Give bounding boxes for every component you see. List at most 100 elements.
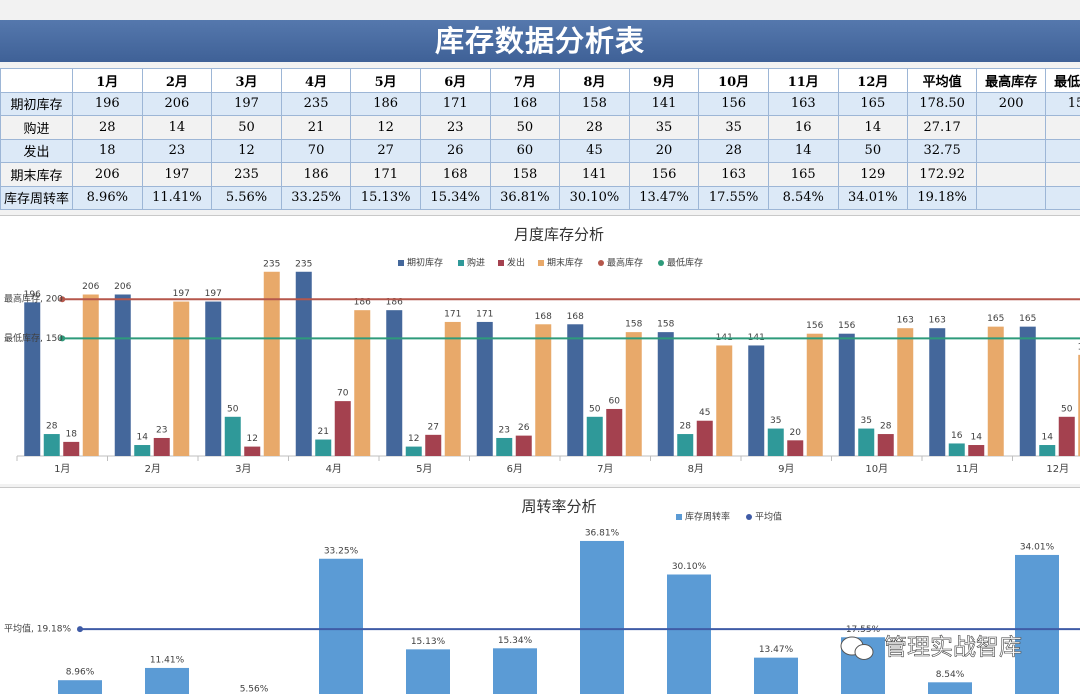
data-label: 14 xyxy=(137,433,149,443)
header-cell: 8月 xyxy=(559,68,630,93)
cell: 200 xyxy=(976,91,1047,116)
data-table: 1月2月3月4月5月6月7月8月9月10月11月12月平均值最高库存最低库存 期… xyxy=(0,68,1080,210)
cell: 196 xyxy=(72,91,143,116)
bar xyxy=(244,446,261,456)
data-label: 235 xyxy=(295,259,312,269)
table-row: 期初库存 196 206 197 235 186 171 168 158 141 156 163 165… xyxy=(0,91,1080,116)
legend-marker xyxy=(598,260,604,266)
cell xyxy=(976,162,1047,187)
corner-cell xyxy=(0,68,73,93)
data-label: 186 xyxy=(386,298,403,308)
bar xyxy=(625,332,642,456)
data-label: 129 xyxy=(1078,342,1080,352)
data-label: 12 xyxy=(408,434,419,444)
data-label: 168 xyxy=(535,312,552,322)
cell: 15.34% xyxy=(419,185,491,210)
x-tick-label: 12月 xyxy=(1046,463,1069,475)
bar xyxy=(1019,326,1036,456)
data-label: 50 xyxy=(227,404,239,414)
data-label: 50 xyxy=(1061,404,1073,414)
x-tick-label: 2月 xyxy=(145,463,161,475)
bar xyxy=(657,332,674,456)
cell xyxy=(976,115,1047,140)
wechat-icon xyxy=(854,644,874,660)
cell: 18 xyxy=(72,138,143,163)
bar xyxy=(754,657,798,694)
bar xyxy=(767,428,784,456)
data-label: 168 xyxy=(567,312,584,322)
line-point xyxy=(59,296,66,303)
data-label: 20 xyxy=(790,428,802,438)
bar xyxy=(535,324,552,456)
data-label: 50 xyxy=(589,404,601,414)
header-cell: 9月 xyxy=(628,68,700,93)
cell: 172.92 xyxy=(907,162,978,187)
bar xyxy=(153,437,170,456)
bar xyxy=(406,649,450,694)
cell xyxy=(976,138,1047,163)
data-label: 18 xyxy=(66,429,78,439)
cell: 163 xyxy=(698,162,769,187)
cell: 168 xyxy=(489,91,561,116)
data-label: 70 xyxy=(337,389,349,399)
bar xyxy=(1078,354,1080,456)
data-label: 28 xyxy=(680,422,692,432)
cell: 36.81% xyxy=(489,185,561,210)
data-label: 165 xyxy=(987,314,1004,324)
bar xyxy=(43,434,60,456)
bar xyxy=(82,294,99,456)
line-annotation: 最低库存, 150 xyxy=(4,332,63,344)
cell: 17.55% xyxy=(698,185,769,210)
cell: 14 xyxy=(837,115,909,140)
cell: 171 xyxy=(350,162,421,187)
cell: 165 xyxy=(837,91,909,116)
data-label: 35 xyxy=(770,416,781,426)
legend-marker xyxy=(746,514,752,520)
cell: 163 xyxy=(767,91,839,116)
data-label: 21 xyxy=(318,427,329,437)
header-cell: 11月 xyxy=(767,68,839,93)
cell xyxy=(1045,115,1080,140)
bar xyxy=(696,420,713,456)
cell: 16 xyxy=(767,115,839,140)
watermark-text: 管理实战智库 xyxy=(884,635,1022,661)
bar xyxy=(948,443,965,456)
cell: 206 xyxy=(72,162,143,187)
bar xyxy=(567,324,584,456)
bar xyxy=(63,441,80,456)
cell: 20 xyxy=(628,138,700,163)
cell: 186 xyxy=(280,162,352,187)
cell: 158 xyxy=(489,162,561,187)
cell: 12 xyxy=(350,115,421,140)
bar xyxy=(877,434,894,456)
cell: 27.17 xyxy=(907,115,978,140)
header-cell: 2月 xyxy=(141,68,213,93)
data-label: 158 xyxy=(657,320,674,330)
line-annotation: 平均值, 19.18% xyxy=(4,623,71,635)
cell: 50 xyxy=(211,115,282,140)
bar xyxy=(968,445,985,456)
watermark: 管理实战智库 xyxy=(840,634,1022,661)
data-label: 197 xyxy=(205,289,222,299)
chart-panel: 月度库存分析 1月 2月 3月 4月 5月 6月 7月 8月 9月 10月 11月 12月 196 206 1… xyxy=(0,215,1080,484)
chart-title: 月度库存分析 xyxy=(514,226,604,244)
data-label: 156 xyxy=(806,321,823,331)
cell: 235 xyxy=(280,91,352,116)
bar xyxy=(319,558,363,694)
data-label: 34.01% xyxy=(1020,542,1055,552)
data-label: 23 xyxy=(156,425,167,435)
bar xyxy=(334,401,351,456)
bar xyxy=(1058,416,1075,456)
data-label: 60 xyxy=(609,396,621,406)
row-label: 库存周转率 xyxy=(0,185,73,210)
cell: 158 xyxy=(559,91,630,116)
cell: 186 xyxy=(350,91,421,116)
cell: 15.13% xyxy=(350,185,421,210)
x-tick-label: 7月 xyxy=(597,463,613,475)
cell: 23 xyxy=(419,115,491,140)
bar xyxy=(114,294,131,456)
cell: 5.56% xyxy=(211,185,282,210)
legend-label: 库存周转率 xyxy=(685,511,730,523)
cell: 156 xyxy=(628,162,700,187)
data-label: 235 xyxy=(263,259,280,269)
